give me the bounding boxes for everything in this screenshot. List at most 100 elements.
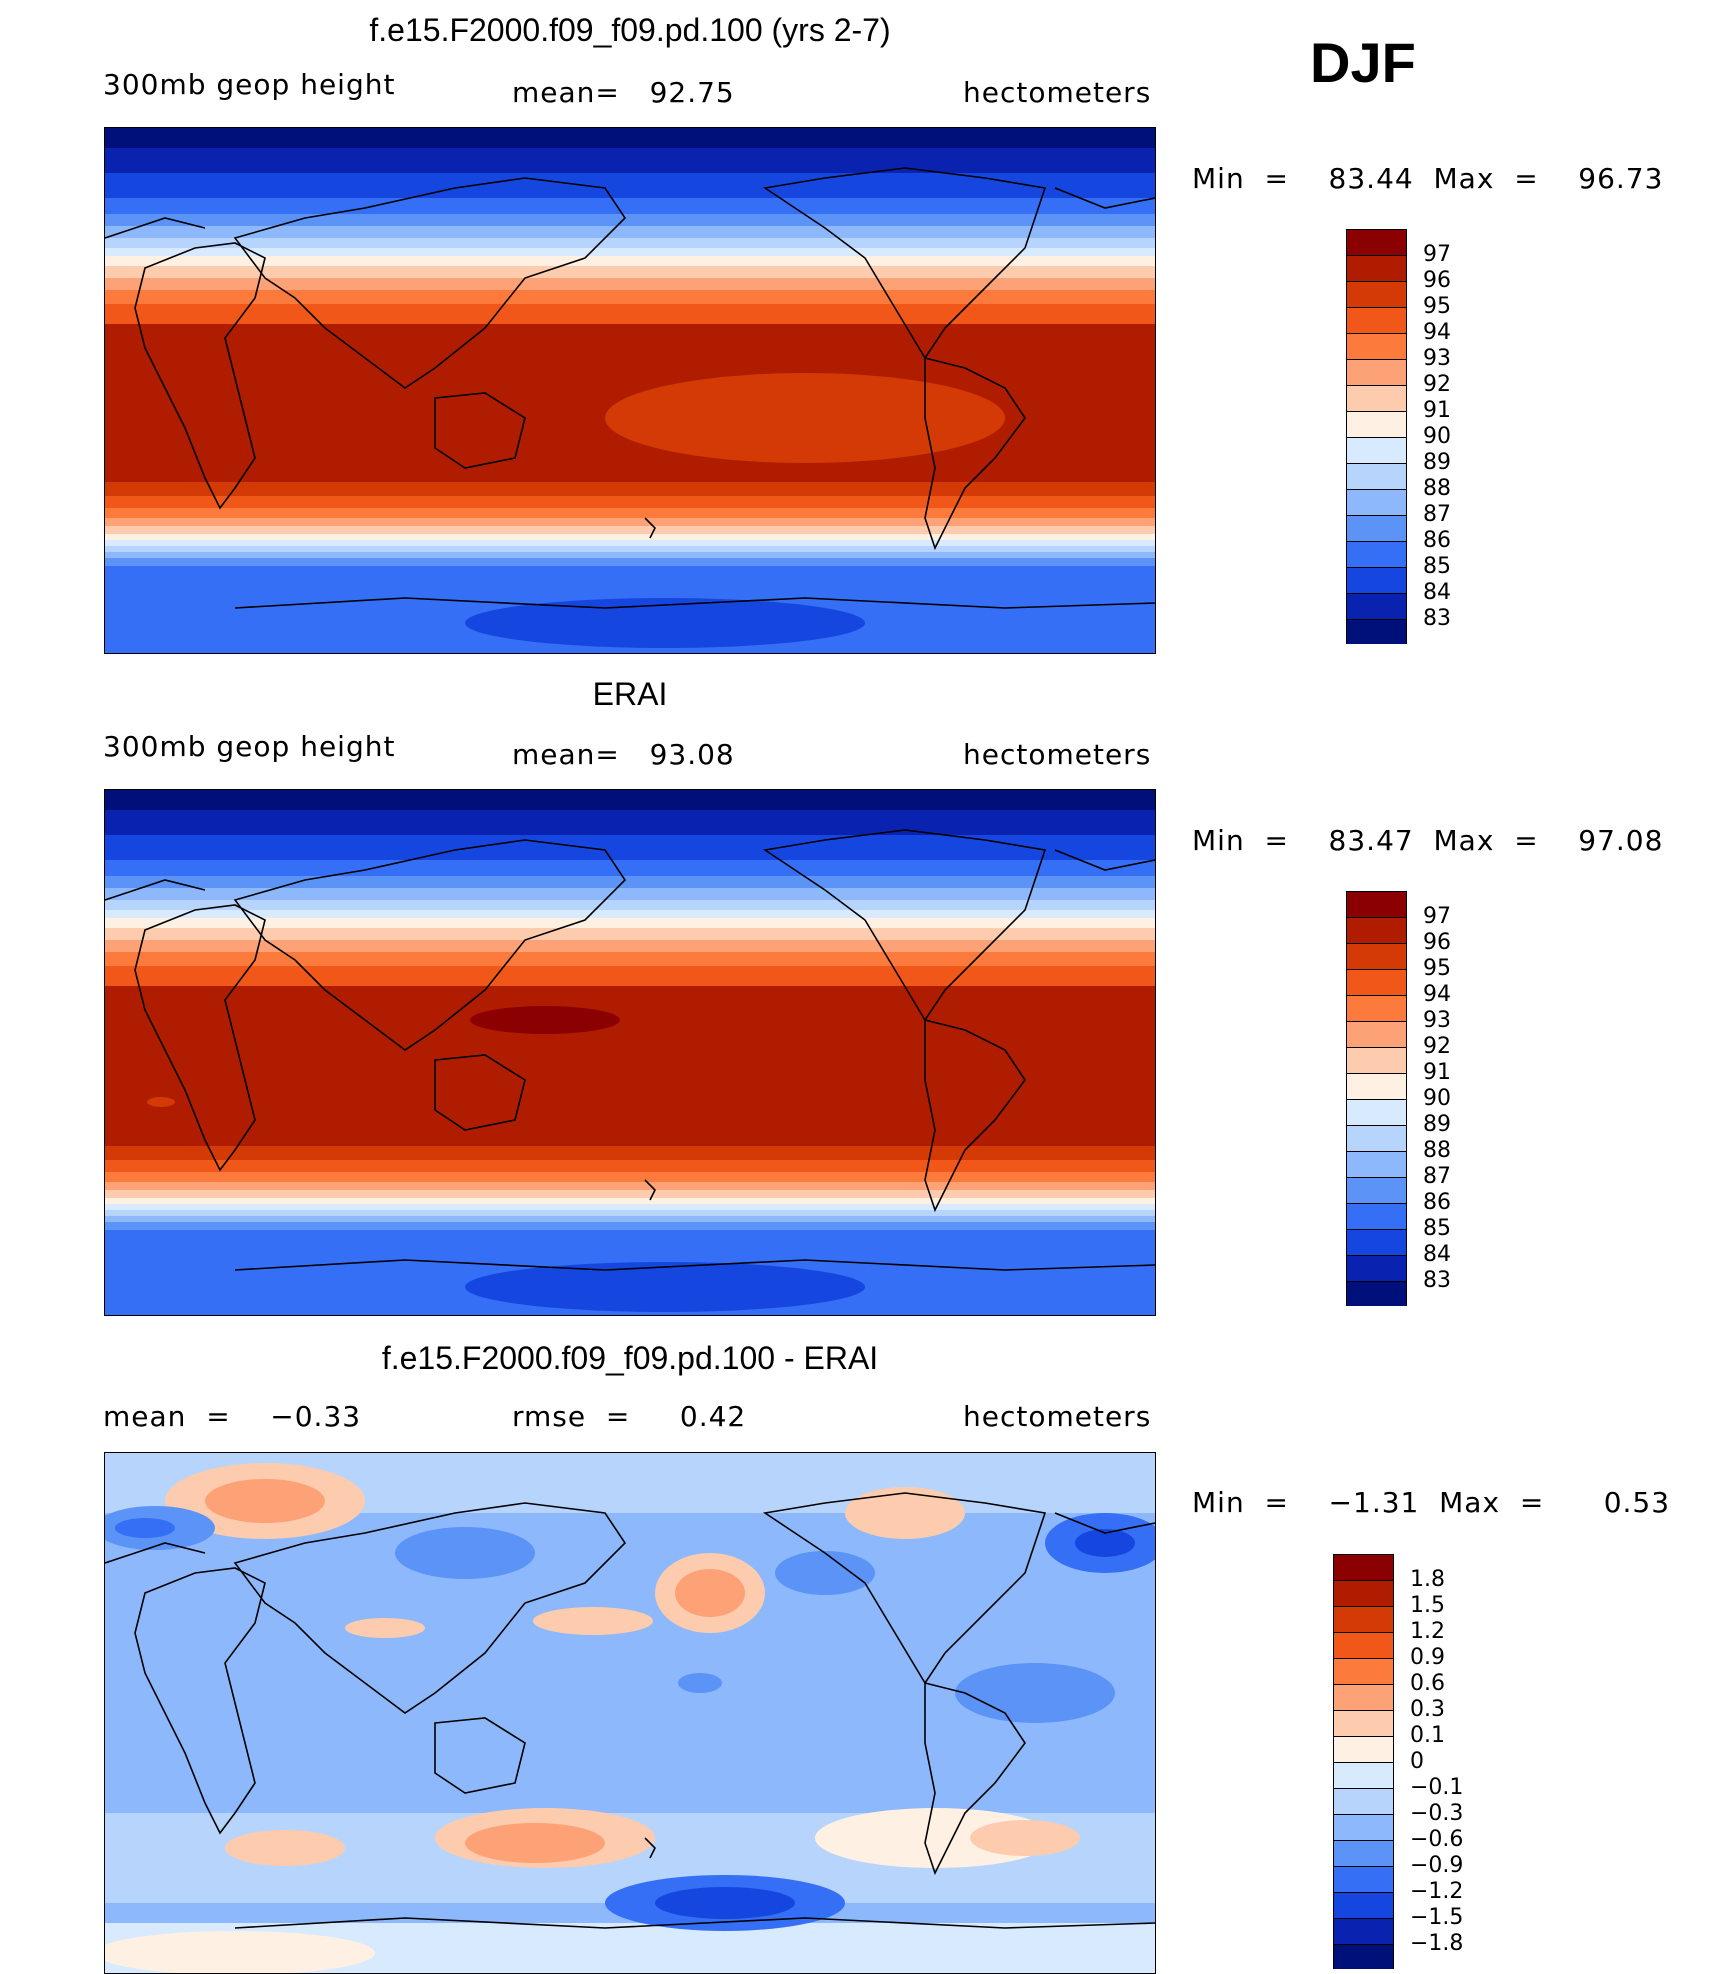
panel1-colorbar xyxy=(1346,229,1407,644)
colorbar-label: 91 xyxy=(1423,1060,1451,1085)
panel2-colorbar-swatch xyxy=(1347,1152,1406,1178)
panel2-minmax: Min = 83.47 Max = 97.08 xyxy=(1192,824,1664,857)
panel3-map xyxy=(104,1452,1156,1974)
colorbar-label: 88 xyxy=(1423,1138,1451,1163)
panel1-colorbar-swatch xyxy=(1347,386,1406,412)
panel3-mean-label: mean = −0.33 xyxy=(103,1400,362,1433)
panel3-colorbar-swatch xyxy=(1334,1737,1393,1763)
panel3-colorbar-swatch xyxy=(1334,1945,1393,1969)
panel3-colorbar-swatch xyxy=(1334,1919,1393,1945)
colorbar-label: 83 xyxy=(1423,1268,1451,1293)
panel2-units-label: hectometers xyxy=(963,738,1152,771)
panel1-colorbar-swatch xyxy=(1347,308,1406,334)
colorbar-label: 93 xyxy=(1423,346,1451,371)
season-label: DJF xyxy=(1310,31,1416,94)
colorbar-label: 88 xyxy=(1423,476,1451,501)
colorbar-label: −0.1 xyxy=(1410,1775,1464,1800)
panel3-colorbar-swatch xyxy=(1334,1841,1393,1867)
panel3-colorbar-swatch xyxy=(1334,1607,1393,1633)
colorbar-label: 0.3 xyxy=(1410,1697,1445,1722)
panel3-colorbar-swatch xyxy=(1334,1867,1393,1893)
panel2-colorbar-swatch xyxy=(1347,1022,1406,1048)
panel2-colorbar-swatch xyxy=(1347,1100,1406,1126)
colorbar-label: 89 xyxy=(1423,1112,1451,1137)
colorbar-label: −0.6 xyxy=(1410,1827,1464,1852)
colorbar-label: 92 xyxy=(1423,372,1451,397)
panel1-colorbar-swatch xyxy=(1347,334,1406,360)
colorbar-label: 96 xyxy=(1423,268,1451,293)
panel2-colorbar-labels: 97 96 95 94 93 92 91 90 89 88 87 86 85 8… xyxy=(1423,904,1451,1294)
panel2-colorbar-swatch xyxy=(1347,1178,1406,1204)
panel2-colorbar-swatch xyxy=(1347,996,1406,1022)
panel1-colorbar-swatch xyxy=(1347,282,1406,308)
panel3-minmax: Min = −1.31 Max = 0.53 xyxy=(1192,1486,1671,1519)
colorbar-label: 83 xyxy=(1423,606,1451,631)
colorbar-label: 94 xyxy=(1423,320,1451,345)
panel1-map xyxy=(104,127,1156,654)
colorbar-label: 87 xyxy=(1423,1164,1451,1189)
panel2-colorbar-swatch xyxy=(1347,918,1406,944)
colorbar-label: 93 xyxy=(1423,1008,1451,1033)
panel1-colorbar-swatch xyxy=(1347,230,1406,256)
panel3-units-label: hectometers xyxy=(963,1400,1152,1433)
panel1-colorbar-swatch xyxy=(1347,360,1406,386)
colorbar-label: 86 xyxy=(1423,1190,1451,1215)
panel3-colorbar-swatch xyxy=(1334,1633,1393,1659)
panel1-colorbar-swatch xyxy=(1347,594,1406,620)
colorbar-label: 86 xyxy=(1423,528,1451,553)
colorbar-label: −1.5 xyxy=(1410,1905,1464,1930)
panel3-colorbar xyxy=(1333,1554,1394,1969)
panel2-colorbar-swatch xyxy=(1347,1126,1406,1152)
panel3-colorbar-swatch xyxy=(1334,1555,1393,1581)
panel1-colorbar-swatch xyxy=(1347,568,1406,594)
panel1-colorbar-swatch xyxy=(1347,490,1406,516)
panel2-colorbar-swatch xyxy=(1347,1230,1406,1256)
panel3-colorbar-swatch xyxy=(1334,1815,1393,1841)
panel1-colorbar-labels: 97 96 95 94 93 92 91 90 89 88 87 86 85 8… xyxy=(1423,242,1451,632)
panel1-title: f.e15.F2000.f09_f09.pd.100 (yrs 2-7) xyxy=(369,12,891,48)
panel2-colorbar-swatch xyxy=(1347,1256,1406,1282)
panel3-colorbar-swatch xyxy=(1334,1659,1393,1685)
panel1-mean-label: mean= 92.75 xyxy=(512,76,735,109)
panel2-colorbar-swatch xyxy=(1347,892,1406,918)
colorbar-label: −0.3 xyxy=(1410,1801,1464,1826)
colorbar-label: −1.8 xyxy=(1410,1931,1464,1956)
colorbar-label: 85 xyxy=(1423,1216,1451,1241)
panel2-title: ERAI xyxy=(592,676,668,712)
panel1-colorbar-swatch xyxy=(1347,438,1406,464)
colorbar-label: 85 xyxy=(1423,554,1451,579)
colorbar-label: 90 xyxy=(1423,424,1451,449)
colorbar-label: 97 xyxy=(1423,904,1451,929)
panel2-colorbar-swatch xyxy=(1347,1074,1406,1100)
colorbar-label: 1.8 xyxy=(1410,1567,1445,1592)
colorbar-label: 90 xyxy=(1423,1086,1451,1111)
panel3-colorbar-swatch xyxy=(1334,1893,1393,1919)
colorbar-label: 97 xyxy=(1423,242,1451,267)
colorbar-label: 87 xyxy=(1423,502,1451,527)
panel2-colorbar-swatch xyxy=(1347,970,1406,996)
colorbar-label: 0 xyxy=(1410,1749,1424,1774)
panel1-colorbar-swatch xyxy=(1347,464,1406,490)
panel2-colorbar-swatch xyxy=(1347,1048,1406,1074)
colorbar-label: 95 xyxy=(1423,294,1451,319)
panel3-colorbar-swatch xyxy=(1334,1763,1393,1789)
panel1-colorbar-swatch xyxy=(1347,620,1406,644)
panel3-colorbar-swatch xyxy=(1334,1711,1393,1737)
colorbar-label: 94 xyxy=(1423,982,1451,1007)
panel1-variable-label: 300mb geop height xyxy=(103,68,396,101)
panel2-colorbar xyxy=(1346,891,1407,1306)
colorbar-label: 84 xyxy=(1423,1242,1451,1267)
panel3-colorbar-swatch xyxy=(1334,1685,1393,1711)
panel2-colorbar-swatch xyxy=(1347,944,1406,970)
panel3-colorbar-labels: 1.8 1.5 1.2 0.9 0.6 0.3 0.1 0 −0.1 −0.3 … xyxy=(1410,1567,1463,1957)
panel1-colorbar-swatch xyxy=(1347,412,1406,438)
panel1-minmax: Min = 83.44 Max = 96.73 xyxy=(1192,162,1664,195)
colorbar-label: 84 xyxy=(1423,580,1451,605)
colorbar-label: 95 xyxy=(1423,956,1451,981)
panel3-rmse-label: rmse = 0.42 xyxy=(512,1400,747,1433)
panel1-colorbar-swatch xyxy=(1347,542,1406,568)
colorbar-label: 91 xyxy=(1423,398,1451,423)
colorbar-label: 1.5 xyxy=(1410,1593,1445,1618)
colorbar-label: 89 xyxy=(1423,450,1451,475)
panel1-colorbar-swatch xyxy=(1347,516,1406,542)
